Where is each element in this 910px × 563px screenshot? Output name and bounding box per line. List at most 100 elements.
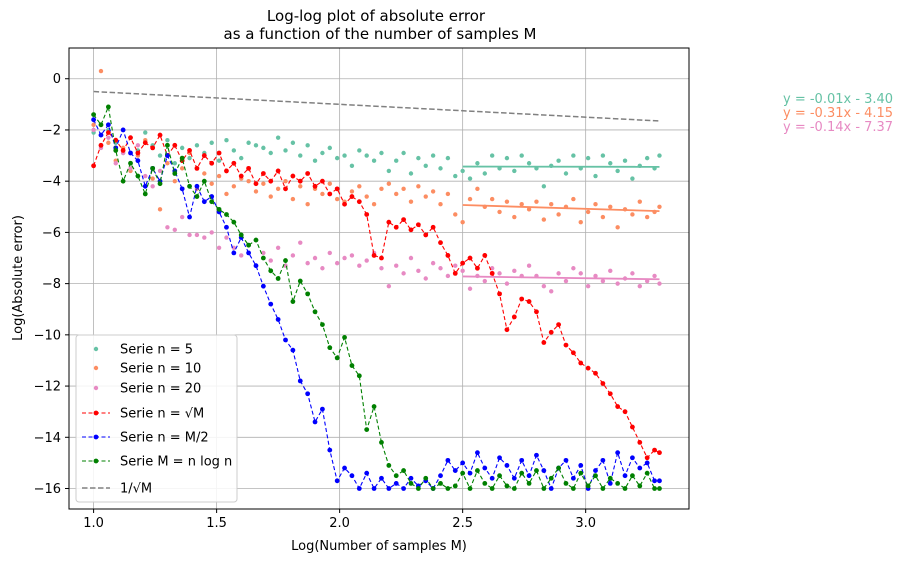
- line-marker: [497, 455, 502, 461]
- scatter-point: [593, 202, 598, 207]
- line-marker: [179, 186, 185, 192]
- legend-entry: Serie n = 20: [93, 382, 201, 397]
- line-marker: [401, 486, 407, 491]
- scatter-point: [504, 281, 510, 286]
- line-marker: [268, 268, 274, 274]
- line-marker: [504, 463, 510, 468]
- line-marker: [511, 486, 517, 491]
- fit-line: [462, 204, 660, 213]
- scatter-point: [253, 189, 259, 194]
- scatter-point: [327, 181, 332, 186]
- scatter-point: [179, 145, 185, 151]
- line-marker: [120, 127, 126, 133]
- line-marker: [253, 181, 259, 187]
- line-marker: [253, 237, 259, 243]
- scatter-point: [416, 155, 421, 161]
- scatter-point: [290, 253, 296, 258]
- line-marker: [637, 440, 643, 445]
- scatter-point: [379, 266, 384, 271]
- scatter-point: [157, 153, 163, 158]
- scatter-point: [438, 202, 443, 207]
- scatter-point: [261, 145, 266, 151]
- line-marker: [526, 480, 532, 486]
- line-marker: [334, 355, 340, 361]
- line-marker: [201, 199, 207, 205]
- fit-annotations: y = -0.01x - 3.40y = -0.31x - 4.15y = -0…: [783, 92, 893, 135]
- scatter-point: [475, 161, 480, 166]
- line-marker: [201, 178, 207, 184]
- line-marker: [379, 440, 384, 445]
- series-serie-n-m: [91, 130, 662, 461]
- line-marker: [541, 468, 547, 473]
- legend-marker: [93, 434, 99, 440]
- line-marker: [401, 217, 407, 222]
- legend-entry: Serie n = 5: [93, 343, 193, 358]
- scatter-point: [224, 235, 229, 240]
- line-marker: [548, 329, 554, 335]
- line-marker: [172, 171, 178, 176]
- line-marker: [556, 465, 562, 471]
- scatter-point: [416, 184, 421, 189]
- legend-entry: Serie M = n log n: [82, 455, 232, 470]
- line-marker: [386, 486, 392, 491]
- scatter-point: [453, 212, 458, 217]
- scatter-point: [497, 271, 502, 276]
- scatter-point: [423, 276, 428, 281]
- scatter-point: [637, 283, 642, 289]
- scatter-point: [268, 194, 273, 199]
- scatter-point: [585, 155, 591, 161]
- scatter-point: [593, 273, 598, 279]
- scatter-point: [445, 191, 451, 197]
- scatter-point: [224, 138, 229, 143]
- x-tick-label: 2.5: [452, 516, 473, 531]
- scatter-point: [386, 283, 392, 289]
- series-line: [93, 104, 660, 490]
- scatter-point: [394, 158, 399, 163]
- series-serie-m-n-log-n: [91, 104, 662, 491]
- line-marker: [548, 475, 554, 481]
- line-marker: [600, 486, 606, 491]
- line-marker: [593, 468, 598, 473]
- line-marker: [327, 447, 333, 453]
- scatter-point: [91, 122, 96, 128]
- x-axis-label: Log(Number of samples M): [291, 539, 467, 554]
- line-marker: [452, 270, 458, 276]
- scatter-point: [239, 155, 244, 161]
- line-marker: [445, 457, 451, 463]
- line-marker: [630, 473, 635, 479]
- legend-marker: [93, 365, 99, 371]
- scatter-point: [379, 150, 384, 156]
- line-marker: [475, 450, 480, 456]
- scatter-point: [334, 260, 340, 266]
- line-marker: [290, 173, 296, 179]
- scatter-point: [143, 173, 148, 179]
- line-marker: [312, 309, 318, 315]
- scatter-point: [526, 207, 532, 212]
- line-marker: [209, 199, 215, 205]
- scatter-point: [298, 240, 303, 245]
- line-marker: [246, 242, 252, 248]
- line-marker: [356, 486, 362, 491]
- line-marker: [482, 480, 488, 486]
- legend-entry: Serie n = 10: [93, 362, 201, 377]
- line-marker: [231, 219, 237, 225]
- line-marker: [231, 250, 237, 256]
- y-tick-label: −6: [42, 226, 61, 241]
- scatter-point: [216, 173, 222, 179]
- scatter-point: [128, 166, 133, 171]
- line-marker: [541, 486, 547, 491]
- line-marker: [98, 132, 104, 138]
- line-marker: [644, 470, 650, 476]
- scatter-point: [172, 161, 177, 166]
- scatter-point: [549, 202, 554, 207]
- line-marker: [297, 178, 303, 184]
- line-marker: [489, 486, 495, 491]
- line-marker: [91, 163, 97, 169]
- line-marker: [393, 224, 399, 230]
- line-marker: [541, 340, 547, 345]
- line-marker: [260, 171, 266, 176]
- legend-label: 1/√M: [120, 482, 152, 497]
- scatter-point: [261, 250, 266, 256]
- scatter-point: [608, 268, 613, 274]
- scatter-point: [386, 181, 392, 186]
